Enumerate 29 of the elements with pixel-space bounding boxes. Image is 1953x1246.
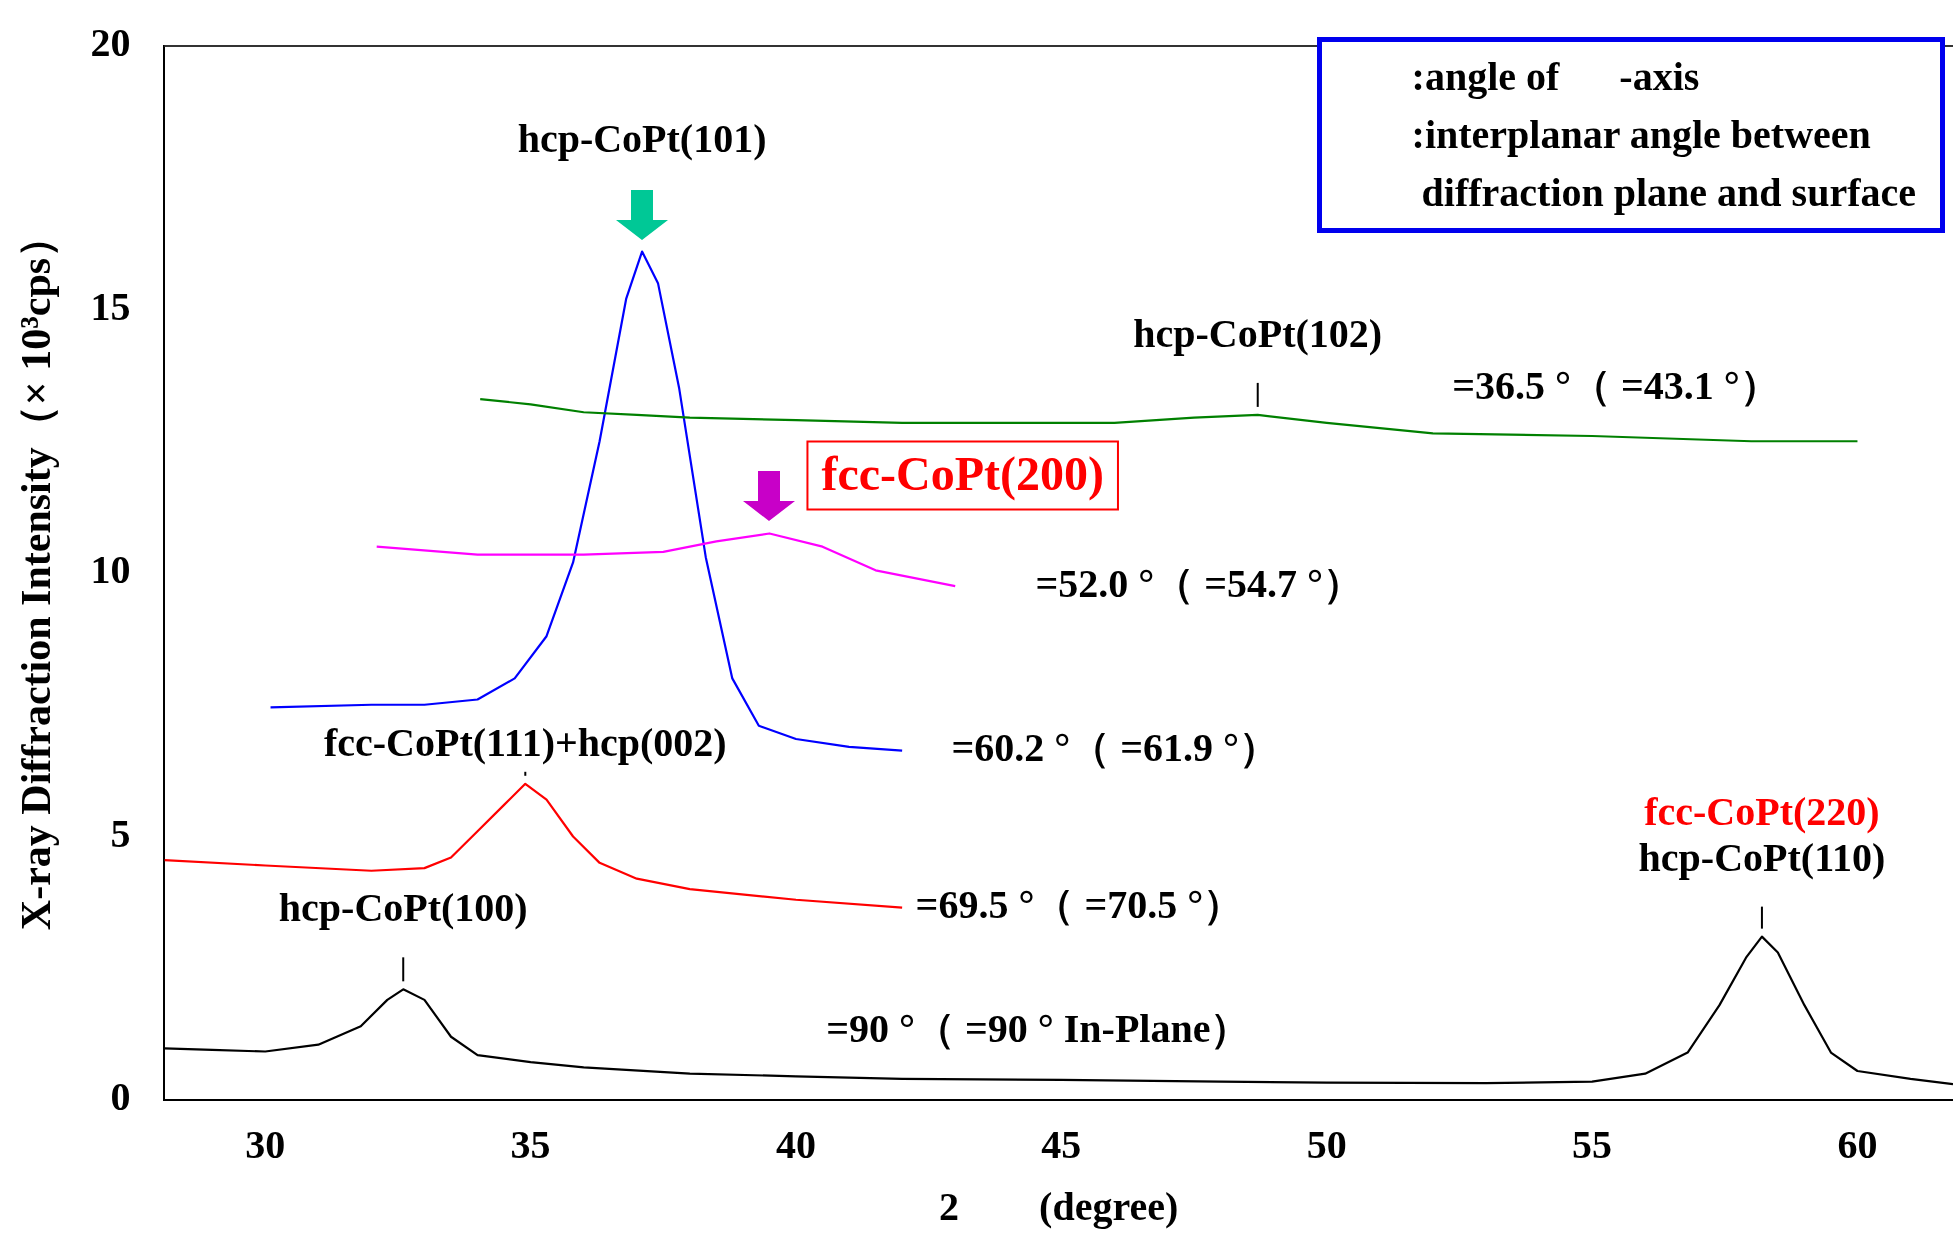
y-axis-title: X-ray Diffraction Intensity（× 10³cps） [13, 215, 60, 931]
series-label: =60.2 °（ =61.9 °） [951, 724, 1279, 770]
x-tick-label: 45 [1041, 1122, 1082, 1168]
series-label: =69.5 °（ =70.5 °） [915, 881, 1244, 927]
annotation: fcc-CoPt(220) [1644, 788, 1880, 834]
y-tick-label: 15 [90, 283, 131, 329]
annotation: :angle of -axis [1411, 54, 1700, 99]
y-tick-label: 5 [110, 810, 131, 856]
x-tick-label: 30 [245, 1122, 286, 1168]
annotation: :interplanar angle between [1411, 112, 1871, 157]
annotation: hcp-CoPt(110) [1638, 834, 1886, 880]
x-tick-label: 55 [1572, 1122, 1613, 1168]
text: =52.0 °（ =54.7 °） [1035, 560, 1364, 606]
annotation: fcc-CoPt(200) [821, 446, 1104, 501]
y-tick-label: 0 [110, 1074, 131, 1120]
x-tick-label: 35 [510, 1122, 551, 1168]
annotation: hcp-CoPt(101) [517, 115, 767, 161]
annotation: hcp-CoPt(102) [1133, 310, 1383, 356]
x-tick-label: 60 [1837, 1122, 1878, 1168]
x-tick-label: 40 [775, 1122, 816, 1168]
series-label: =90 °（ =90 ° In-Plane） [826, 1005, 1251, 1051]
x-tick-label: 50 [1306, 1122, 1347, 1168]
annotation: diffraction plane and surface [1421, 170, 1916, 215]
series-label: =36.5 °（ =43.1 °） [1452, 362, 1780, 408]
annotation: hcp-CoPt(100) [278, 885, 528, 931]
y-tick-label: 20 [90, 20, 131, 66]
y-tick-label: 10 [90, 547, 131, 593]
annotation: fcc-CoPt(111)+hcp(002) [323, 719, 727, 765]
x-axis-title: 2 (degree) [939, 1184, 1179, 1230]
